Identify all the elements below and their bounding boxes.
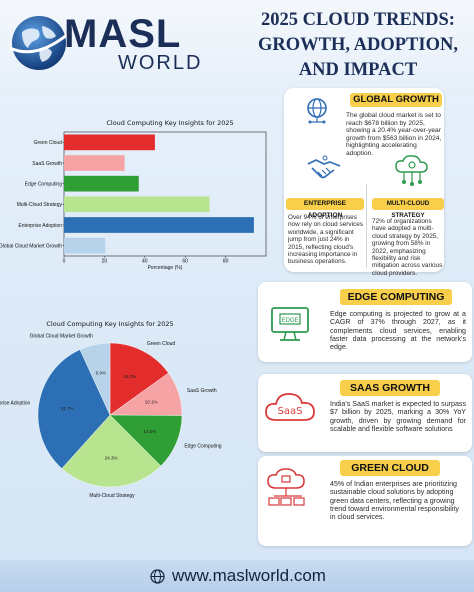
bar-category-label: SaaS Growth [32, 161, 62, 167]
edge-computer-icon: EDGE [271, 307, 309, 341]
header: MASL WORLD 2025 CLOUD TRENDS: GROWTH, AD… [0, 0, 474, 92]
bar-category-label: Enterprise Adoption [18, 223, 62, 229]
global-growth-title: GLOBAL GROWTH [350, 93, 442, 107]
growth-adoption-card: GLOBAL GROWTH The global cloud market is… [284, 88, 444, 277]
brand-sub: WORLD [118, 52, 203, 74]
pie-chart-title: Cloud Computing Key Insights for 2025 [46, 320, 173, 328]
global-growth-text: The global cloud market is set to reach … [346, 112, 442, 157]
bar-axes-frame [63, 131, 267, 257]
title-line-3: AND IMPACT [298, 60, 418, 80]
edge-computing-text: Edge computing is projected to grow at a… [330, 310, 466, 352]
globe-logo-icon [9, 16, 69, 70]
footer: www.maslworld.com [0, 560, 474, 592]
pie-slice [109, 342, 169, 416]
globe-network-icon [307, 98, 327, 124]
bar-chart-xlabel: Percentage (%) [148, 265, 183, 271]
bar-plot-area: Green Cloud SaaS Growth Edge Computing Mult… [0, 131, 267, 265]
bar [64, 217, 254, 233]
pie-pct-label: 31.7% [61, 406, 74, 411]
pie-category-label: Global Cloud Market Growth [30, 334, 93, 340]
card-divider [366, 184, 367, 268]
saas-cloud-icon: SaaS [265, 393, 315, 421]
website-link[interactable]: www.maslworld.com [172, 566, 326, 585]
green-cloud-icon [267, 468, 305, 506]
pie-category-label: Enterprise Adoption [0, 400, 31, 406]
saas-growth-card: SaaS SAAS GROWTH India's SaaS market is … [258, 374, 472, 452]
edge-computing-card: EDGE EDGE COMPUTING Edge computing is pr… [258, 282, 472, 362]
pie-pct-label: 6.9% [96, 370, 106, 375]
pie-slice [61, 414, 162, 488]
green-cloud-text: 45% of Indian enterprises are prioritizi… [330, 480, 459, 522]
pie-category-label: Multi-Cloud Strategy [89, 493, 135, 499]
handshake-icon [307, 155, 341, 179]
bar-category-label: Global Cloud Market Growth [0, 243, 62, 249]
pie-category-label: SaaS Growth [187, 388, 217, 394]
enterprise-adoption-title: ENTERPRISE ADOPTION [286, 198, 364, 219]
x-tick-label: 80 [223, 259, 229, 265]
x-tick-label: 40 [142, 259, 148, 265]
pie-pct-label: 24.3% [105, 456, 118, 461]
pie-pct-label: 15.2% [123, 374, 136, 379]
pie-category-label: Edge Computing [184, 444, 221, 450]
pie-slice [79, 342, 111, 416]
bar-chart-title: Cloud Computing Key Insights for 2025 [106, 119, 233, 127]
bar-category-label: Green Cloud [34, 140, 63, 146]
multi-cloud-title: MULTI-CLOUD STRATEGY [372, 198, 444, 219]
pie-pct-label: 10.1% [145, 399, 158, 404]
pie-chart: Cloud Computing Key Insights for 2025 15… [0, 320, 222, 499]
pie-category-label: Green Cloud [147, 341, 176, 347]
bar-category-label: Multi-Cloud Strategy [17, 202, 63, 208]
bar [64, 155, 125, 171]
pie-slice [37, 349, 111, 469]
x-tick-label: 20 [102, 259, 108, 265]
pie-pct-label: 12.5% [143, 429, 156, 434]
bar-category-label: Edge Computing [25, 181, 62, 187]
green-cloud-card: GREEN CLOUD 45% of Indian enterprises ar… [258, 456, 472, 546]
saas-icon-text: SaaS [278, 406, 303, 417]
bar-chart: Cloud Computing Key Insights for 2025 Gr… [0, 119, 267, 271]
bar [64, 237, 106, 254]
saas-growth-text: India's SaaS market is expected to surpa… [330, 400, 466, 433]
x-tick-label: 0 [63, 259, 66, 265]
brand-name: MASL [64, 12, 182, 56]
multi-cloud-text: 72% of organizations have adopted a mult… [372, 218, 443, 277]
svg-text:EDGE: EDGE [282, 317, 299, 324]
green-cloud-title: GREEN CLOUD [340, 460, 440, 476]
page-title: 2025 CLOUD TRENDS: GROWTH, ADOPTION, AND… [244, 8, 472, 83]
title-line-2: GROWTH, ADOPTION, [258, 35, 458, 55]
title-line-1: 2025 CLOUD TRENDS: [261, 10, 455, 30]
bar [64, 134, 155, 151]
edge-computing-title: EDGE COMPUTING [340, 289, 452, 305]
bar [64, 196, 210, 213]
globe-icon [150, 569, 165, 584]
pie-plot-area: 15.2% Green Cloud 10.1% SaaS Growth 12.5% Edg… [0, 334, 222, 499]
saas-growth-title: SAAS GROWTH [340, 380, 440, 396]
bar [64, 175, 139, 192]
cloud-network-icon [395, 155, 428, 186]
x-tick-label: 60 [182, 259, 188, 265]
enterprise-adoption-text: Over 94% of enterprises now rely on clou… [288, 214, 363, 266]
